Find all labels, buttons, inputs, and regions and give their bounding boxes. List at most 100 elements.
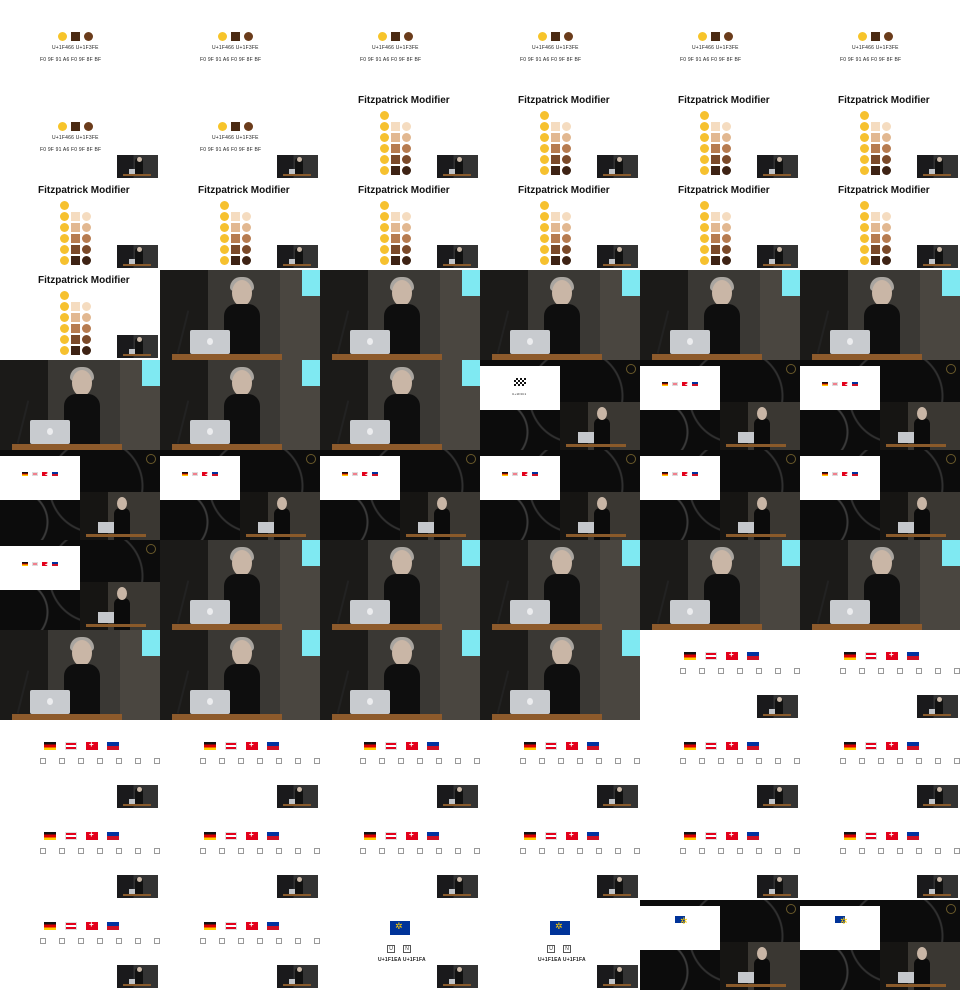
flag-at-icon [32,562,38,566]
base-emoji-icon [380,256,389,265]
regional-indicator-glyph [539,758,545,764]
speaker-head [456,967,462,972]
frame-thumbnail: U+1F466 U+1F3FE F0 9F 91 A6 F0 9F 8F BF [800,0,960,90]
flag-eu-icon [390,921,410,935]
laptop [289,259,297,264]
flag-de-icon [684,832,696,840]
frame-thumbnail: Fitzpatrick Modifier [800,180,960,270]
skin-tone-swatch [231,223,240,232]
podium [763,894,791,896]
podium [283,804,311,806]
apple-logo-icon [687,608,693,615]
speaker [274,508,290,540]
base-emoji-icon [60,302,69,311]
speaker-head [392,370,412,396]
regional-indicator-glyph [257,848,263,854]
speaker [615,878,623,894]
slide-title: Fitzpatrick Modifier [358,95,450,106]
regional-indicator-glyph [154,758,160,764]
toned-emoji-icon [562,111,571,120]
podium [332,714,442,720]
flag-eu-icon [550,921,570,935]
flag-at-icon [225,832,237,840]
podium [603,264,631,266]
toned-emoji-icon [82,201,91,210]
speaker [594,418,610,450]
skin-tone-swatch [391,212,400,221]
utf8-bytes-label: F0 9F 91 A6 F0 9F 8F BF [40,147,102,153]
toned-emoji-icon [402,133,411,142]
flag-at-icon [65,832,77,840]
projection-screen [302,540,320,566]
base-emoji-icon [380,234,389,243]
toned-emoji-icon [722,111,731,120]
regional-indicator-row [200,938,320,944]
regional-indicator-glyph [916,758,922,764]
boy-emoji-icon [218,122,227,131]
flag-de-icon [204,832,216,840]
frame-thumbnail [160,360,320,450]
speaker-video-inset [437,785,478,808]
speaker [135,878,143,894]
regional-indicator-glyph [615,758,621,764]
podium [86,534,146,537]
podium [763,714,791,716]
regional-indicator-row [680,758,800,764]
podium [443,984,471,986]
base-emoji-icon [700,201,709,210]
flag-at-icon [65,742,77,750]
speaker-head [232,640,252,666]
speaker [64,394,100,450]
base-emoji-icon [700,245,709,254]
speaker [864,304,900,360]
podium [492,624,602,630]
skin-tone-swatch [551,212,560,221]
skin-tone-swatch [871,122,880,131]
skin-tone-swatch [71,201,80,210]
podium [763,174,791,176]
flag-emoji-row [844,740,919,750]
speaker-head [776,877,782,882]
skin-tone-swatch-icon [71,122,80,131]
speaker [754,958,770,990]
conference-logo-icon [146,454,156,464]
regional-indicator-glyph [794,668,800,674]
toned-emoji-icon [82,313,91,322]
apple-logo-icon [367,698,373,705]
base-emoji-icon [60,212,69,221]
speaker [295,788,303,804]
emoji-sequence [218,122,253,131]
regional-indicator-glyph [436,758,442,764]
regional-indicator-glyph [200,758,206,764]
speaker-head [136,247,142,252]
speaker-head [456,877,462,882]
speaker-head [776,697,782,702]
regional-indicator-glyph [135,758,141,764]
frame-thumbnail [800,810,960,900]
regional-indicator-glyph [859,848,865,854]
toned-emoji-icon [402,111,411,120]
regional-indicator-glyph [295,848,301,854]
toned-emoji-icon [882,155,891,164]
laptop [289,169,297,174]
codepoint-label: U+1F466 U+1F3FE [692,45,739,51]
speaker-head [117,497,127,510]
boy-dark-skin-emoji-icon [884,32,893,41]
flag-de-icon [502,472,508,476]
frame-thumbnail [160,630,320,720]
speaker-head [296,787,302,792]
podium [763,804,791,806]
flag-de-icon [684,742,696,750]
podium [603,984,631,986]
flag-emoji-row [364,830,439,840]
toned-emoji-icon [82,212,91,221]
frame-thumbnail [480,810,640,900]
speaker-head [277,497,287,510]
frame-thumbnail [320,360,480,450]
regional-indicator-glyph [135,938,141,944]
base-emoji-icon [700,212,709,221]
base-emoji-icon [860,223,869,232]
skin-tone-swatch-icon [871,32,880,41]
skin-tone-table [540,201,571,265]
speaker [455,788,463,804]
